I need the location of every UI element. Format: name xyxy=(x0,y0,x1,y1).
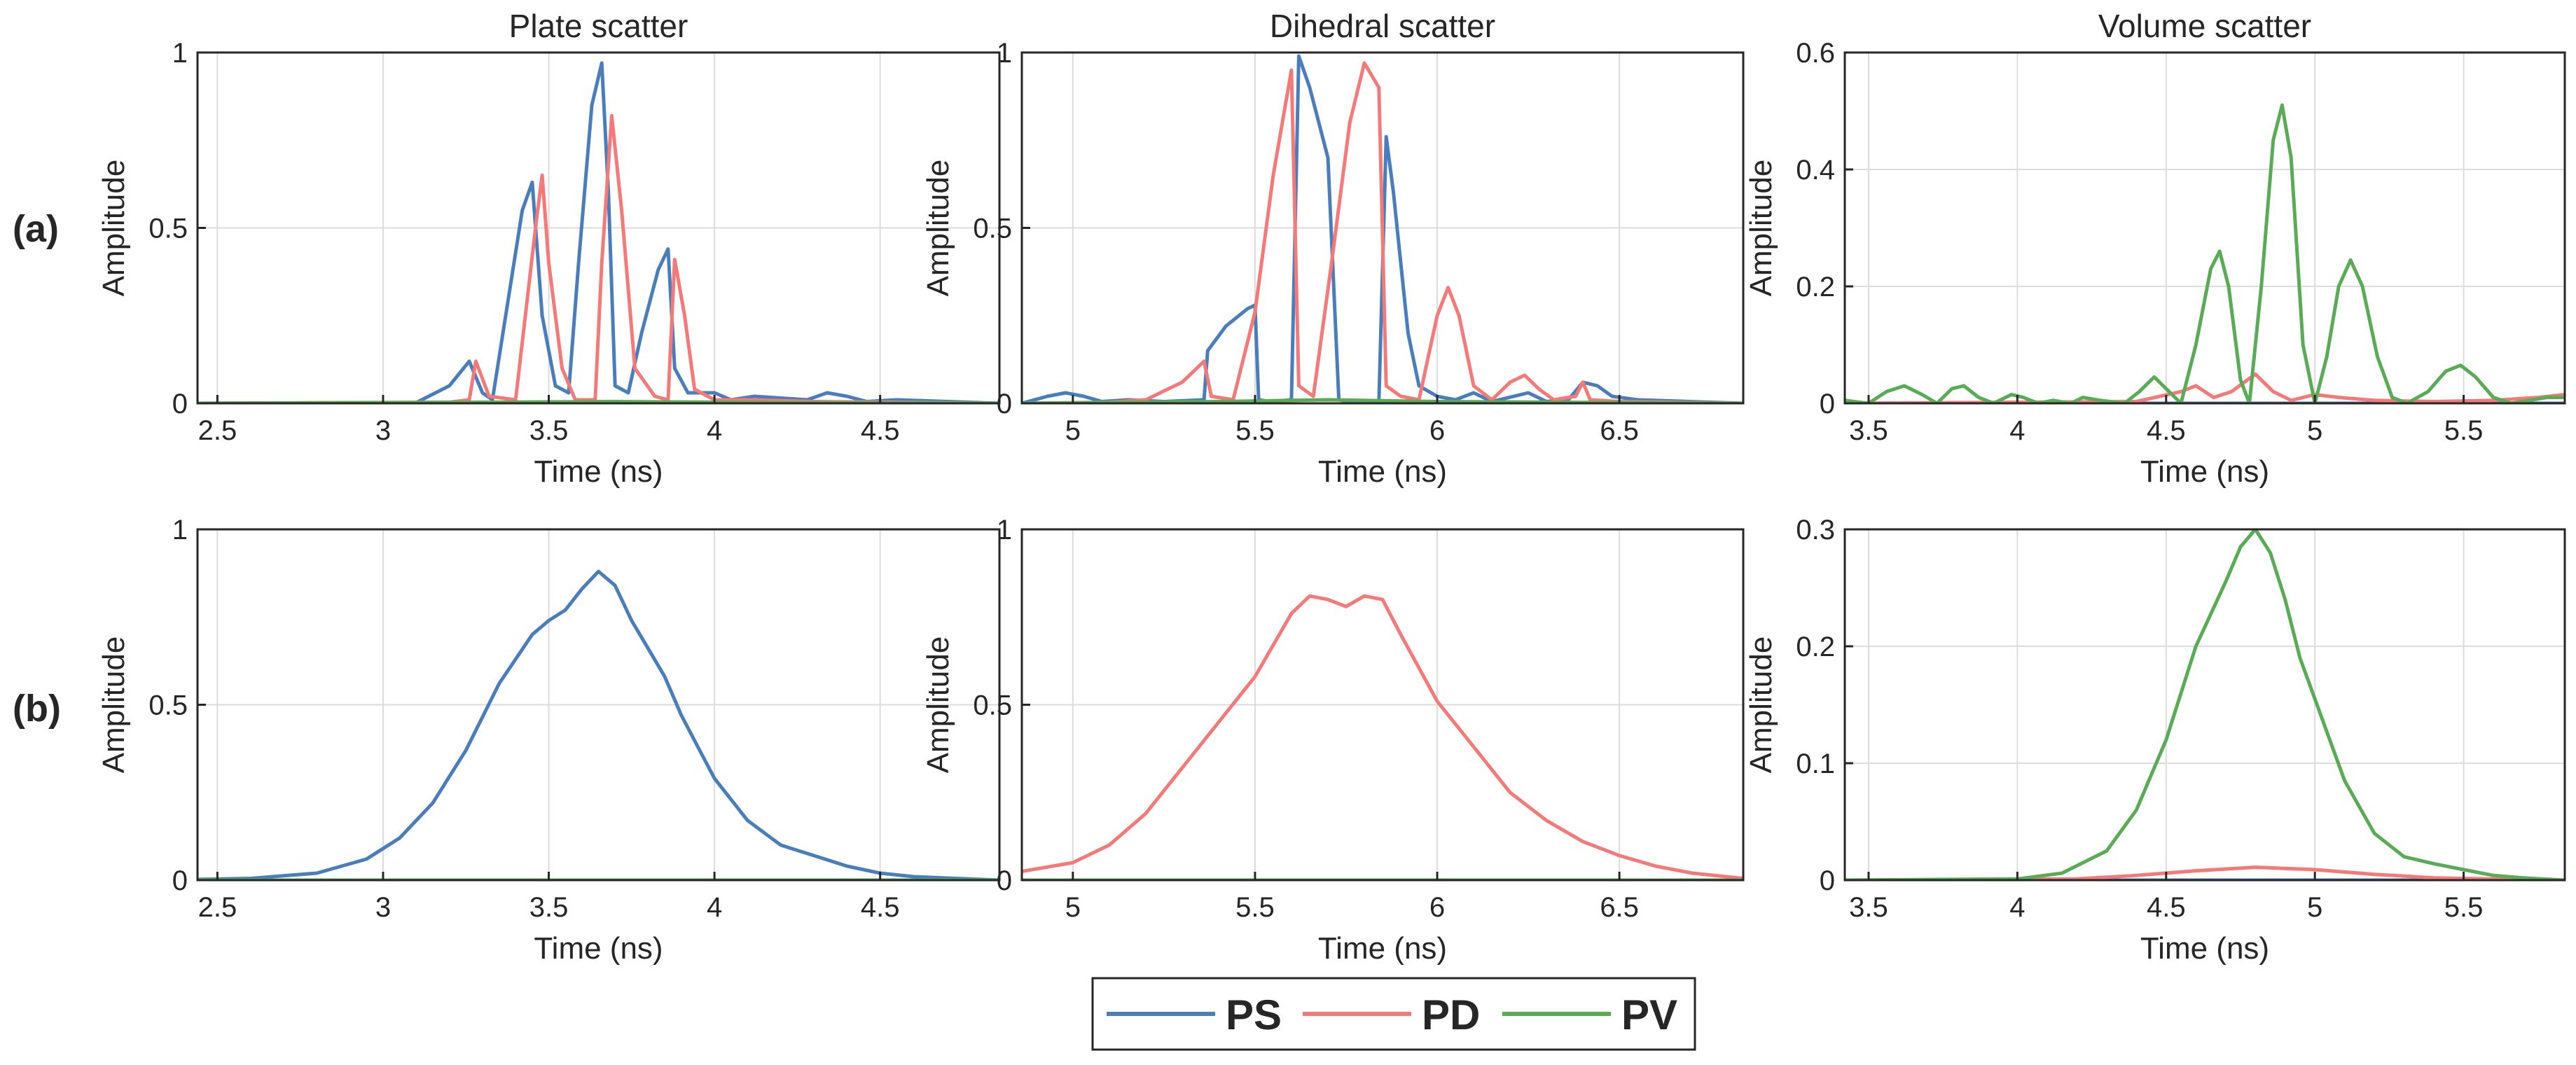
x-tick-label: 3.5 xyxy=(529,892,569,923)
x-tick-label: 4.5 xyxy=(2147,892,2186,923)
x-tick-label: 5.5 xyxy=(2444,892,2484,923)
panel-6: 3.5 4 4.5 5 5.5 0 0.1 0.2 0.3 Time (ns) Amplitude xyxy=(1744,515,2566,966)
row-label-b: (b) xyxy=(13,688,61,730)
legend-label-pv: PV xyxy=(1621,991,1677,1038)
panel-5: 5 5.5 6 6.5 0 0.5 1 Time (ns) Amplitude xyxy=(921,515,1745,966)
y-tick-label: 0.5 xyxy=(148,214,188,244)
y-tick-label: 0 xyxy=(1820,389,1835,419)
series-line-ps xyxy=(198,569,999,880)
y-tick-label: 0.2 xyxy=(1796,272,1835,302)
y-axis-label: Amplitude xyxy=(1744,636,1778,774)
series-line-pv xyxy=(1845,529,2565,880)
series-line-pd xyxy=(1022,61,1743,403)
x-axis-label: Time (ns) xyxy=(1318,931,1447,966)
y-tick-label: 0.2 xyxy=(1796,632,1835,662)
row-label-a: (a) xyxy=(13,208,59,250)
y-tick-label: 0.4 xyxy=(1796,155,1835,186)
x-tick-label: 4 xyxy=(707,415,722,446)
panels: 2.5 3 3.5 4 4.5 0 0.5 1 Time (ns) Amplitude Plate … xyxy=(97,8,2566,966)
x-axis-label: Time (ns) xyxy=(534,454,663,489)
y-axis-label: Amplitude xyxy=(97,636,131,774)
y-tick-label: 0.5 xyxy=(973,214,1012,244)
panel-title: Dihedral scatter xyxy=(1270,8,1495,44)
legend-label-pd: PD xyxy=(1422,991,1480,1038)
x-tick-label: 6 xyxy=(1429,892,1445,923)
x-tick-label: 4 xyxy=(2009,892,2025,923)
y-tick-label: 0.3 xyxy=(1796,515,1835,545)
row-labels: (a) (b) xyxy=(13,208,61,730)
x-tick-label: 5.5 xyxy=(1235,415,1275,446)
x-tick-label: 6 xyxy=(1429,415,1445,446)
series-line-ps xyxy=(198,61,999,403)
x-tick-label: 4 xyxy=(2009,415,2025,446)
x-tick-label: 4 xyxy=(707,892,722,923)
x-axis-label: Time (ns) xyxy=(534,931,663,966)
y-tick-label: 0.6 xyxy=(1796,38,1835,69)
y-tick-label: 0 xyxy=(997,389,1012,419)
y-tick-label: 1 xyxy=(997,515,1012,545)
x-tick-label: 4.5 xyxy=(861,415,900,446)
x-tick-label: 5.5 xyxy=(1235,892,1275,923)
x-tick-label: 6.5 xyxy=(1600,892,1639,923)
x-tick-label: 2.5 xyxy=(198,892,237,923)
x-tick-label: 4.5 xyxy=(2147,415,2186,446)
panel-2: 5 5.5 6 6.5 0 0.5 1 Time (ns) Amplitude Dihedral … xyxy=(921,8,1745,489)
y-tick-label: 0 xyxy=(172,865,188,896)
series-line-pd xyxy=(198,113,999,403)
legend: PS PD PV xyxy=(1091,977,1696,1051)
y-tick-label: 0 xyxy=(1820,865,1835,896)
x-axis-label: Time (ns) xyxy=(2140,454,2269,489)
y-tick-label: 0.1 xyxy=(1796,749,1835,779)
x-tick-label: 3 xyxy=(375,415,391,446)
panel-1: 2.5 3 3.5 4 4.5 0 0.5 1 Time (ns) Amplitude Plate … xyxy=(97,8,1001,489)
panel-title: Volume scatter xyxy=(2098,8,2311,44)
y-tick-label: 1 xyxy=(997,38,1012,69)
x-tick-label: 5 xyxy=(1065,892,1081,923)
y-axis-label: Amplitude xyxy=(921,636,955,774)
y-tick-label: 1 xyxy=(172,38,188,69)
y-tick-label: 0.5 xyxy=(148,690,188,721)
y-tick-label: 0.5 xyxy=(973,690,1012,721)
axes-frame xyxy=(1843,51,2566,405)
x-tick-label: 3.5 xyxy=(1849,415,1888,446)
y-axis-label: Amplitude xyxy=(1744,160,1778,297)
y-tick-label: 0 xyxy=(172,389,188,419)
series-line-pv xyxy=(1845,103,2565,403)
panel-3: 3.5 4 4.5 5 5.5 0 0.2 0.4 0.6 Time (ns) Amplitude V… xyxy=(1744,8,2566,489)
series-line-pv xyxy=(1022,398,1743,403)
x-axis-label: Time (ns) xyxy=(2140,931,2269,966)
x-tick-label: 5 xyxy=(2307,415,2322,446)
x-tick-label: 3 xyxy=(375,892,391,923)
x-tick-label: 2.5 xyxy=(198,415,237,446)
x-tick-label: 5 xyxy=(2307,892,2322,923)
x-tick-label: 3.5 xyxy=(529,415,569,446)
x-tick-label: 5.5 xyxy=(2444,415,2484,446)
x-axis-label: Time (ns) xyxy=(1318,454,1447,489)
legend-label-ps: PS xyxy=(1226,991,1282,1038)
x-tick-label: 5 xyxy=(1065,415,1081,446)
series-line-pd xyxy=(1022,594,1743,880)
axes-frame xyxy=(1843,528,2566,882)
y-tick-label: 1 xyxy=(172,515,188,545)
y-axis-label: Amplitude xyxy=(97,160,131,297)
y-axis-label: Amplitude xyxy=(921,160,955,297)
x-tick-label: 3.5 xyxy=(1849,892,1888,923)
x-tick-label: 6.5 xyxy=(1600,415,1639,446)
y-tick-label: 0 xyxy=(997,865,1012,896)
panel-4: 2.5 3 3.5 4 4.5 0 0.5 1 Time (ns) Amplitude xyxy=(97,515,1001,966)
panel-title: Plate scatter xyxy=(509,8,688,44)
x-tick-label: 4.5 xyxy=(861,892,900,923)
